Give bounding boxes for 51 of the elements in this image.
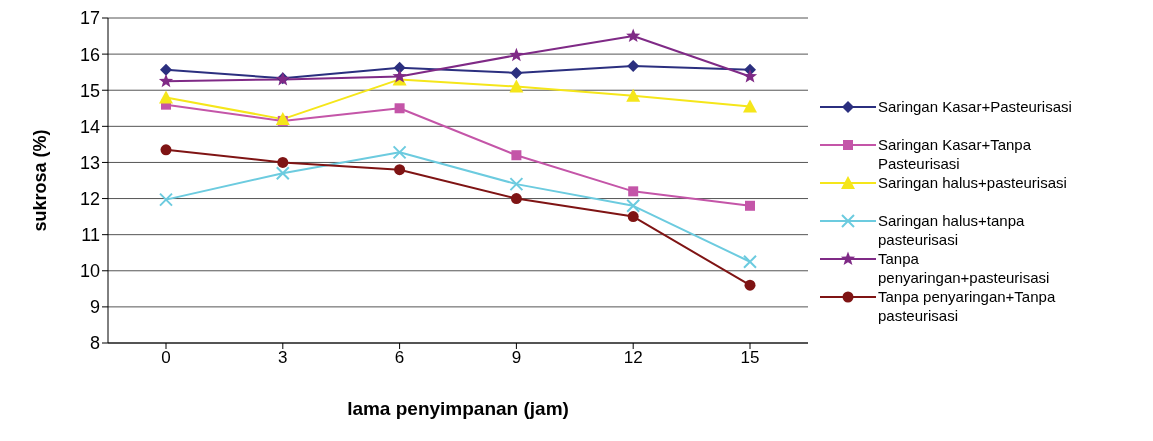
x-tick-label: 0 xyxy=(161,348,171,368)
point xyxy=(394,103,405,114)
point xyxy=(392,145,407,160)
legend-label: Tanpa penyaringan+Tanpa pasteurisasi xyxy=(878,287,1057,325)
point xyxy=(277,156,289,168)
y-tick-label: 11 xyxy=(81,225,100,246)
point xyxy=(510,193,522,205)
point xyxy=(743,254,757,269)
y-tick-label: 14 xyxy=(79,116,100,137)
point xyxy=(627,60,640,73)
point xyxy=(626,88,641,102)
point xyxy=(626,28,641,43)
legend-label: Saringan Kasar+Pasteurisasi xyxy=(878,97,1073,116)
point xyxy=(160,63,172,76)
y-tick-label: 10 xyxy=(79,261,100,282)
point xyxy=(511,150,522,161)
y-axis-title: sukrosa (%) xyxy=(30,129,51,232)
y-tick-label: 13 xyxy=(79,152,100,173)
point xyxy=(626,198,641,213)
y-tick-label: 8 xyxy=(89,333,100,354)
point xyxy=(509,79,524,93)
legend-label: Saringan Kasar+Tanpa Pasteurisasi xyxy=(878,135,1033,173)
x-tick-label: 3 xyxy=(278,348,288,368)
point xyxy=(742,69,758,83)
point xyxy=(158,73,174,88)
y-tick-label: 15 xyxy=(79,80,100,101)
legend-label: Saringan halus+pasteurisasi xyxy=(878,173,1068,192)
legend-label: Tanpa penyaringan+pasteurisasi xyxy=(878,249,1051,287)
x-tick-label: 6 xyxy=(394,348,405,368)
y-tick-label: 16 xyxy=(79,44,100,65)
legend-label: Saringan halus+tanpa pasteurisasi xyxy=(878,211,1026,249)
point xyxy=(509,47,524,62)
y-tick-label: 9 xyxy=(89,297,100,318)
point xyxy=(743,99,757,113)
point xyxy=(509,177,524,192)
x-axis-title: lama penyimpanan (jam) xyxy=(347,398,569,419)
y-tick-label: 17 xyxy=(79,8,100,29)
point xyxy=(275,166,290,181)
point xyxy=(628,186,639,197)
point xyxy=(745,200,755,211)
y-tick-label: 12 xyxy=(79,188,100,209)
x-tick-label: 15 xyxy=(740,348,760,368)
point xyxy=(510,66,523,79)
point xyxy=(394,164,406,176)
point xyxy=(159,192,173,207)
point xyxy=(744,279,756,291)
point xyxy=(159,90,173,104)
x-tick-label: 12 xyxy=(623,348,643,368)
point xyxy=(160,144,172,156)
point xyxy=(627,211,639,223)
x-tick-label: 9 xyxy=(511,348,522,368)
